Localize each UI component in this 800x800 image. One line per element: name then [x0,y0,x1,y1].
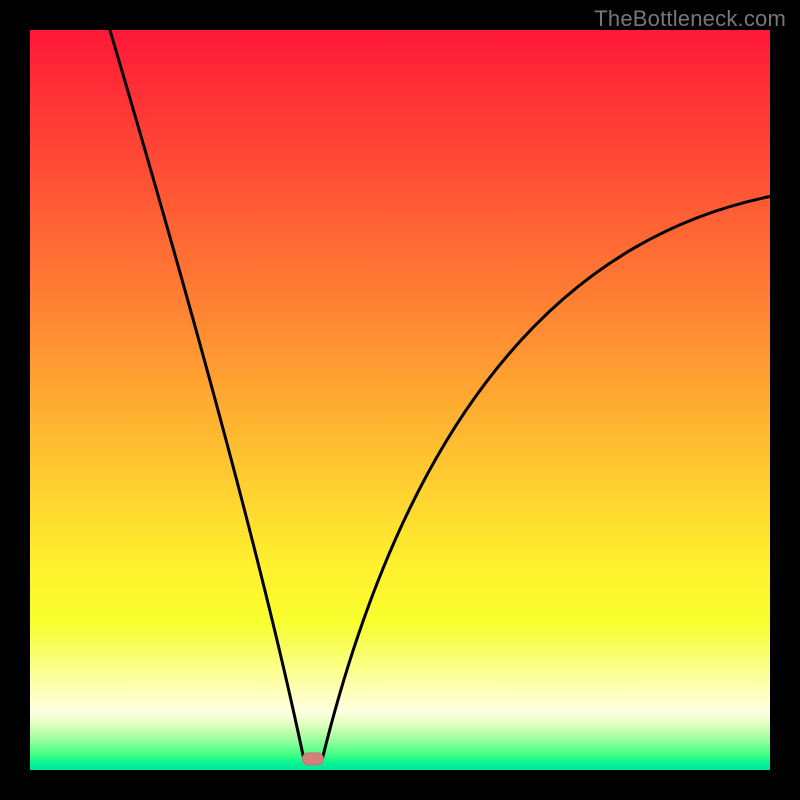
plot-area [30,30,770,770]
chart-frame: TheBottleneck.com [0,0,800,800]
bottleneck-curve-right [322,197,770,759]
curve-svg [30,30,770,770]
bottleneck-curve-left [110,30,304,759]
watermark-text: TheBottleneck.com [594,6,786,32]
optimum-marker [302,752,324,765]
